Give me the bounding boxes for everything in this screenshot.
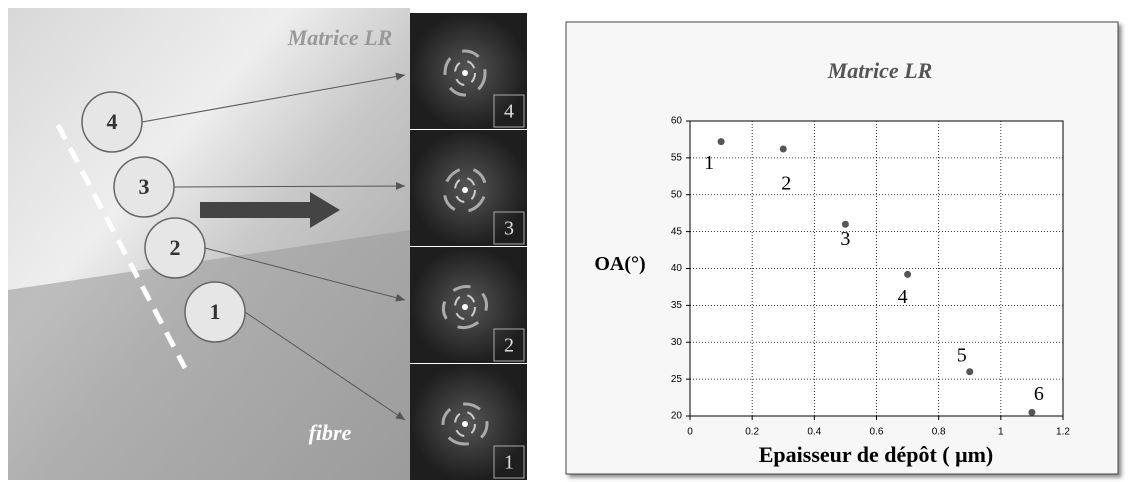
point-label: 4 (898, 286, 908, 308)
y-tick-label: 60 (671, 116, 683, 127)
circles: 4 3 2 1 (81, 72, 406, 421)
point (904, 270, 912, 278)
y-tick-label: 30 (671, 337, 683, 348)
circle-marker (144, 217, 206, 279)
arrow-head (395, 293, 405, 302)
circle-label: 2 (170, 235, 181, 260)
circle-label: 3 (139, 174, 150, 199)
pointer-arrow (204, 247, 406, 301)
y-tick-label: 45 (671, 226, 683, 237)
ring (443, 49, 487, 97)
panel-label: 4 (504, 101, 514, 123)
ring (441, 402, 489, 446)
label-bottom: fibre (309, 420, 352, 445)
x-tick-label: 0.8 (932, 427, 946, 438)
circle-marker (81, 91, 143, 153)
y-tick-label: 55 (671, 153, 683, 164)
x-axis-label: Epaisseur de dépôt ( μm) (759, 442, 994, 467)
x-tick-label: 0.2 (745, 427, 759, 438)
circle-marker (184, 281, 246, 343)
y-axis-label: OA(°) (594, 253, 645, 275)
spot (462, 304, 468, 310)
interface-line (55, 123, 188, 370)
pointer-arrow (141, 74, 406, 123)
y-tick-label: 35 (671, 300, 683, 311)
ring (442, 166, 488, 214)
panel-label-box (493, 328, 525, 362)
point-label: 6 (1034, 383, 1044, 405)
diffraction-panel (410, 130, 527, 246)
spot (462, 187, 468, 193)
diffraction-panel (410, 247, 527, 363)
ring (454, 411, 476, 437)
arrow-head (395, 411, 405, 420)
spot (462, 70, 468, 76)
circle-label: 1 (210, 299, 221, 324)
label-top: Matrice LR (287, 25, 393, 50)
arrow (200, 192, 340, 228)
spot (462, 421, 468, 427)
ring (441, 284, 489, 330)
pointer-arrow (173, 185, 406, 188)
arrow-head (395, 182, 405, 191)
panel-label-box (493, 445, 525, 479)
point (717, 138, 725, 146)
point-label: 1 (704, 152, 714, 174)
ring (454, 294, 476, 320)
panel-label: 2 (504, 335, 514, 357)
point (1028, 408, 1036, 416)
x-tick-label: 0.6 (870, 427, 884, 438)
ring (454, 60, 476, 86)
x-tick-label: 0.4 (807, 427, 821, 438)
panel-label: 1 (504, 452, 514, 474)
point (779, 145, 787, 153)
panel-label-box (493, 94, 525, 128)
pointer-arrow (244, 311, 406, 421)
point (841, 220, 849, 228)
x-tick-label: 0 (687, 427, 693, 438)
fibre-region (8, 230, 410, 480)
panel-label-box (493, 211, 525, 245)
point-label: 3 (840, 228, 850, 250)
circle-marker (113, 156, 175, 218)
y-tick-label: 50 (671, 189, 683, 200)
diffraction-panel (410, 13, 527, 129)
panel-label: 3 (504, 218, 514, 240)
point (966, 368, 974, 376)
y-tick-label: 25 (671, 374, 683, 385)
diffraction-panel (410, 364, 527, 480)
diffraction-panels: 4 3 2 1 (410, 13, 527, 480)
ring (454, 177, 476, 203)
arrow-head (395, 72, 405, 81)
chart-title: Matrice LR (827, 58, 933, 83)
point-label: 5 (957, 344, 967, 366)
x-tick-label: 1 (998, 427, 1004, 438)
x-tick-label: 1.2 (1056, 427, 1070, 438)
y-tick-label: 20 (671, 411, 683, 422)
point-label: 2 (781, 173, 791, 195)
circle-label: 4 (107, 109, 118, 134)
y-tick-label: 40 (671, 263, 683, 274)
